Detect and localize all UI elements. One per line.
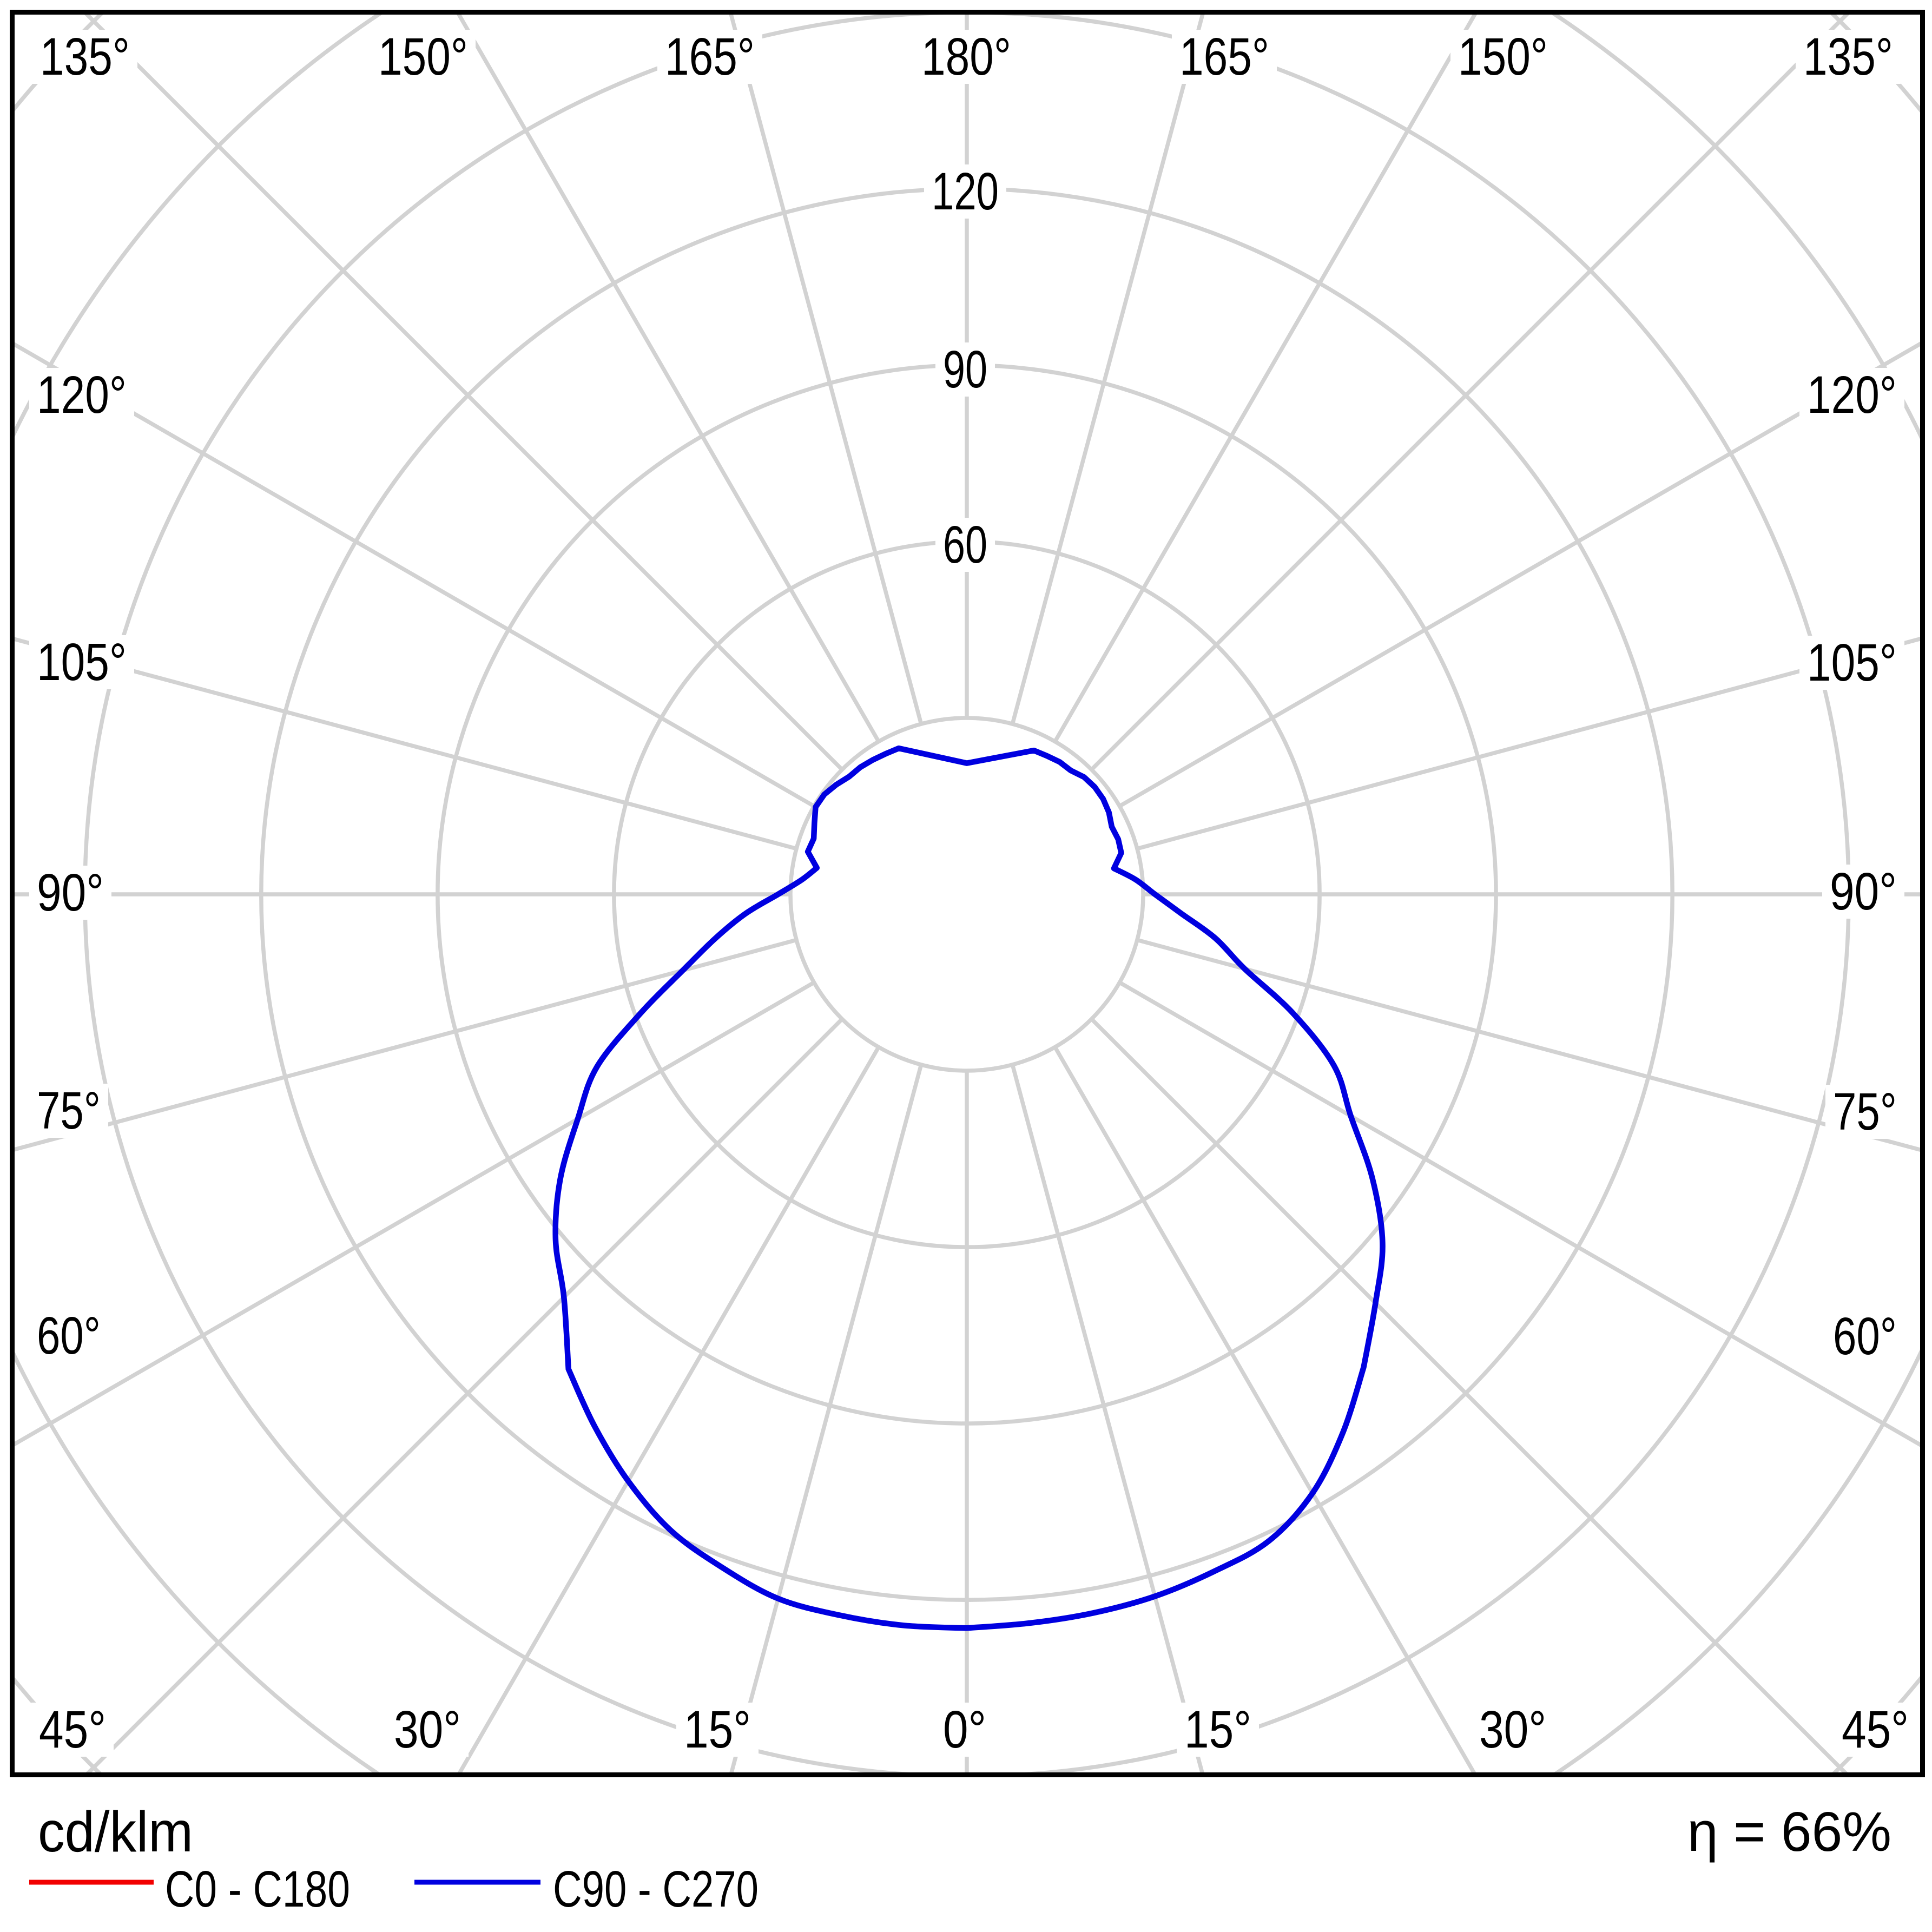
svg-text:75°: 75° xyxy=(1833,1082,1897,1141)
svg-text:30°: 30° xyxy=(394,1700,461,1759)
svg-text:135°: 135° xyxy=(1803,27,1893,86)
svg-text:75°: 75° xyxy=(37,1081,101,1140)
svg-text:45°: 45° xyxy=(39,1700,106,1759)
svg-text:90: 90 xyxy=(943,340,987,399)
svg-text:120: 120 xyxy=(932,162,999,221)
svg-text:165°: 165° xyxy=(665,27,755,86)
svg-text:165°: 165° xyxy=(1179,27,1269,86)
svg-text:30°: 30° xyxy=(1479,1700,1546,1759)
svg-text:150°: 150° xyxy=(378,27,468,86)
svg-text:0°: 0° xyxy=(943,1700,986,1759)
svg-text:135°: 135° xyxy=(40,27,130,86)
svg-text:η = 66%: η = 66% xyxy=(1687,1801,1891,1863)
svg-text:90°: 90° xyxy=(1830,862,1897,921)
svg-text:90°: 90° xyxy=(37,863,104,922)
svg-text:60°: 60° xyxy=(1833,1307,1897,1366)
svg-text:60°: 60° xyxy=(37,1306,101,1365)
svg-text:C90 - C270: C90 - C270 xyxy=(553,1861,759,1918)
svg-text:180°: 180° xyxy=(921,27,1011,86)
svg-text:15°: 15° xyxy=(1184,1700,1251,1759)
svg-text:105°: 105° xyxy=(1807,633,1897,692)
svg-text:C0 - C180: C0 - C180 xyxy=(165,1861,350,1918)
svg-text:120°: 120° xyxy=(37,365,127,424)
svg-text:cd/klm: cd/klm xyxy=(38,1800,193,1864)
svg-text:105°: 105° xyxy=(37,632,127,691)
svg-text:150°: 150° xyxy=(1458,27,1548,86)
svg-text:45°: 45° xyxy=(1842,1700,1909,1759)
svg-text:15°: 15° xyxy=(684,1700,751,1759)
svg-text:120°: 120° xyxy=(1807,365,1897,424)
svg-text:60: 60 xyxy=(943,515,987,574)
